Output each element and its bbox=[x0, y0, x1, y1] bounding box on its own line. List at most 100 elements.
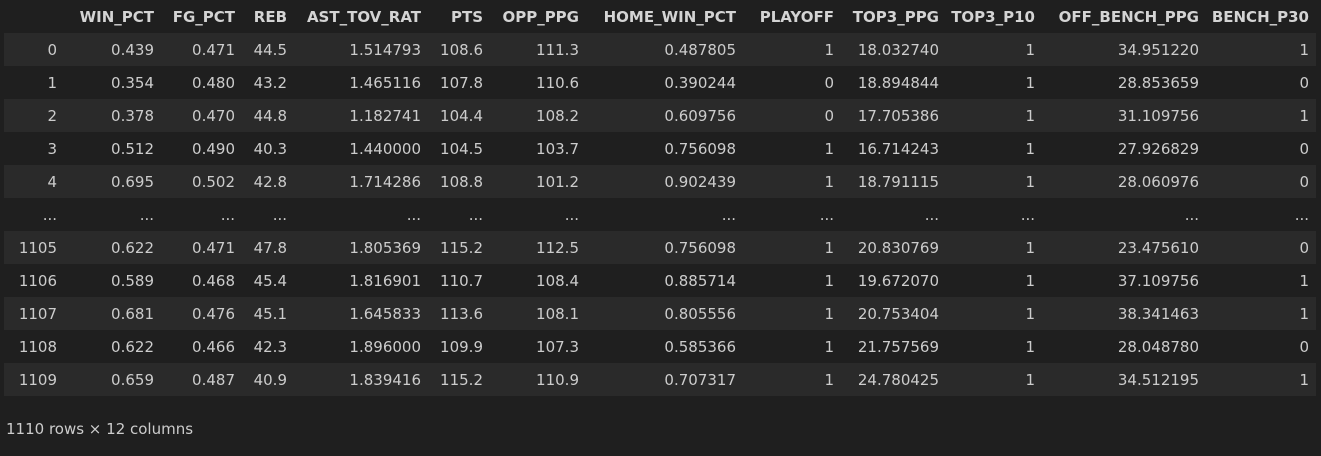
table-cell: ... bbox=[406, 205, 421, 224]
table-row: 1105 0.622 0.471 47.8 1.805369 115.2 112.5 0.75… bbox=[4, 231, 1316, 264]
table-cell: 0 bbox=[824, 73, 834, 92]
table-cell: 1 bbox=[824, 40, 834, 59]
column-header: TOP3_PPG bbox=[852, 8, 939, 26]
column-header: HOME_WIN_PCT bbox=[603, 8, 736, 26]
table-cell: 40.3 bbox=[253, 139, 287, 158]
column-header: PLAYOFF bbox=[759, 8, 834, 26]
table-cell: 1.805369 bbox=[349, 238, 421, 257]
table-cell: 108.6 bbox=[440, 40, 483, 59]
table-cell: ... bbox=[272, 205, 287, 224]
table-cell: 1 bbox=[1299, 106, 1309, 125]
table-cell: 1 bbox=[1025, 370, 1035, 389]
table-cell: 0.756098 bbox=[664, 139, 736, 158]
table-cell: 45.1 bbox=[253, 304, 287, 323]
table-cell: 0.902439 bbox=[664, 172, 736, 191]
column-header: TOP3_P10 bbox=[951, 8, 1035, 26]
table-cell: 0.609756 bbox=[664, 106, 736, 125]
table-cell: 42.8 bbox=[253, 172, 287, 191]
table-cell: 1 bbox=[1025, 238, 1035, 257]
table-cell: 110.7 bbox=[440, 271, 483, 290]
table-cell: 0.471 bbox=[192, 238, 235, 257]
table-cell: 0.756098 bbox=[664, 238, 736, 257]
table-cell: 18.032740 bbox=[857, 40, 939, 59]
table-cell: 110.9 bbox=[536, 370, 579, 389]
table-header: WIN_PCT FG_PCT REB AST_TOV_RAT PTS OPP_PPG HOM… bbox=[4, 3, 1316, 33]
table-cell: 109.9 bbox=[440, 337, 483, 356]
table-cell: 0.707317 bbox=[664, 370, 736, 389]
table-cell: 1.839416 bbox=[349, 370, 421, 389]
table-cell: 34.951220 bbox=[1117, 40, 1199, 59]
table-cell: 112.5 bbox=[536, 238, 579, 257]
table-cell: 16.714243 bbox=[857, 139, 939, 158]
table-cell: 0.681 bbox=[111, 304, 154, 323]
table-cell: 1 bbox=[1025, 337, 1035, 356]
table-cell: 1 bbox=[1025, 304, 1035, 323]
table-cell: 1 bbox=[824, 337, 834, 356]
table-cell: 1 bbox=[1025, 172, 1035, 191]
table-row: 1 0.354 0.480 43.2 1.465116 107.8 110.6 0.39024… bbox=[4, 66, 1316, 99]
dataframe-output: WIN_PCT FG_PCT REB AST_TOV_RAT PTS OPP_PPG HOM… bbox=[4, 3, 1316, 396]
table-cell: 1 bbox=[824, 172, 834, 191]
table-cell: ... bbox=[1294, 205, 1309, 224]
table-cell: 107.3 bbox=[536, 337, 579, 356]
table-cell: 1 bbox=[1025, 139, 1035, 158]
table-cell: 0.589 bbox=[111, 271, 154, 290]
table-cell: 1 bbox=[1299, 370, 1309, 389]
table-cell: 108.4 bbox=[536, 271, 579, 290]
table-cell: 0.470 bbox=[192, 106, 235, 125]
table-cell: 28.060976 bbox=[1117, 172, 1199, 191]
table-cell: 0 bbox=[1299, 337, 1309, 356]
table-cell: 45.4 bbox=[253, 271, 287, 290]
row-index: 1 bbox=[47, 73, 57, 92]
table-cell: 108.8 bbox=[440, 172, 483, 191]
table-cell: 0 bbox=[824, 106, 834, 125]
table-cell: 0.378 bbox=[111, 106, 154, 125]
table-cell: 1.182741 bbox=[349, 106, 421, 125]
table-cell: 34.512195 bbox=[1117, 370, 1199, 389]
column-header: OPP_PPG bbox=[502, 8, 579, 26]
table-cell: 44.5 bbox=[253, 40, 287, 59]
table-cell: 0.471 bbox=[192, 40, 235, 59]
row-index: 1105 bbox=[18, 238, 57, 257]
row-index: ... bbox=[42, 205, 57, 224]
table-cell: 0.622 bbox=[111, 238, 154, 257]
table-cell: 44.8 bbox=[253, 106, 287, 125]
table-cell: 43.2 bbox=[253, 73, 287, 92]
table-cell: ... bbox=[1020, 205, 1035, 224]
table-cell: 0.480 bbox=[192, 73, 235, 92]
table-cell: ... bbox=[721, 205, 736, 224]
table-cell: 0.805556 bbox=[664, 304, 736, 323]
row-index: 4 bbox=[47, 172, 57, 191]
table-cell: 1 bbox=[1025, 106, 1035, 125]
column-header: FG_PCT bbox=[172, 8, 235, 26]
table-cell: 17.705386 bbox=[857, 106, 939, 125]
table-cell: 40.9 bbox=[253, 370, 287, 389]
table-cell: 110.6 bbox=[536, 73, 579, 92]
row-index: 2 bbox=[47, 106, 57, 125]
table-cell: 1 bbox=[1299, 271, 1309, 290]
table-cell: 20.830769 bbox=[857, 238, 939, 257]
table-cell: 0.487 bbox=[192, 370, 235, 389]
index-header bbox=[4, 3, 64, 33]
table-cell: 28.048780 bbox=[1117, 337, 1199, 356]
table-cell: 1.514793 bbox=[349, 40, 421, 59]
table-cell: 1 bbox=[1025, 271, 1035, 290]
table-cell: 108.1 bbox=[536, 304, 579, 323]
table-cell: 1 bbox=[824, 304, 834, 323]
table-row: ....................................... bbox=[4, 198, 1316, 231]
table-cell: 0 bbox=[1299, 139, 1309, 158]
table-cell: 0 bbox=[1299, 172, 1309, 191]
column-header: OFF_BENCH_PPG bbox=[1058, 8, 1199, 26]
table-cell: 27.926829 bbox=[1117, 139, 1199, 158]
dataframe-shape-label: 1110 rows × 12 columns bbox=[6, 420, 194, 438]
table-cell: ... bbox=[220, 205, 235, 224]
table-cell: 0.354 bbox=[111, 73, 154, 92]
table-cell: 1 bbox=[1299, 40, 1309, 59]
table-cell: ... bbox=[1184, 205, 1199, 224]
table-cell: 1.465116 bbox=[349, 73, 421, 92]
table-cell: 0.468 bbox=[192, 271, 235, 290]
row-index: 1108 bbox=[18, 337, 57, 356]
table-row: 1108 0.622 0.466 42.3 1.896000 109.9 107.3 0.58… bbox=[4, 330, 1316, 363]
table-cell: 1 bbox=[824, 238, 834, 257]
table-row: 3 0.512 0.490 40.3 1.440000 104.5 103.7 0.75609… bbox=[4, 132, 1316, 165]
